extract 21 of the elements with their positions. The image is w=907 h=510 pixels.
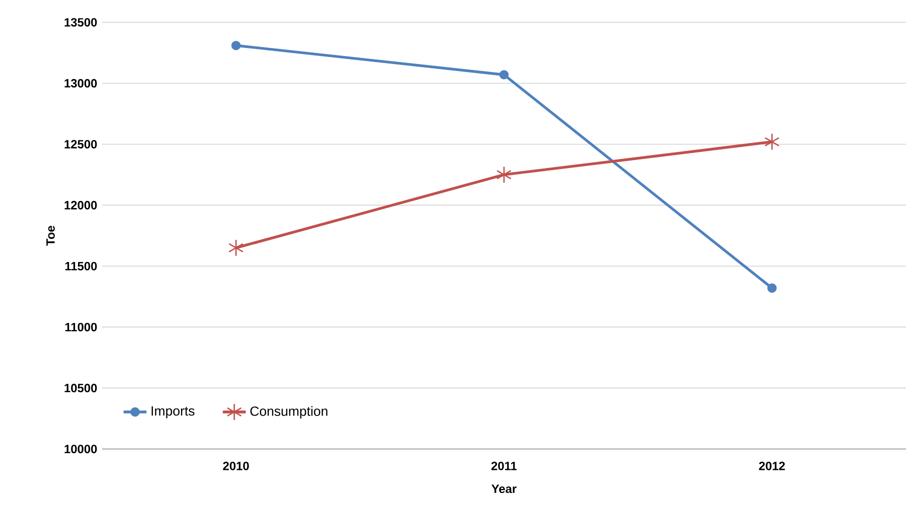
x-axis-title: Year [492, 484, 517, 494]
legend-label: Consumption [250, 406, 328, 419]
y-tick-label: 10000 [64, 444, 97, 454]
x-tick-label: 2010 [223, 462, 249, 470]
y-axis-title: Toe [46, 226, 55, 246]
legend-label: Imports [152, 406, 194, 418]
y-tick-label: 11000 [65, 322, 97, 332]
point [499, 70, 509, 80]
y-tick-label: 12000 [64, 200, 97, 210]
point [767, 283, 777, 293]
point [764, 133, 780, 150]
y-tick-label: 12500 [64, 140, 97, 148]
y-tick-label: 11500 [65, 262, 97, 270]
point [228, 239, 244, 257]
y-tick-label: 13000 [64, 79, 97, 88]
y-tick-label: 10500 [64, 384, 97, 392]
x-tick-label: 2011 [491, 462, 517, 470]
y-tick-label: 13500 [64, 18, 97, 27]
x-tick-label: 2012 [759, 462, 785, 470]
point [496, 166, 512, 184]
point [231, 40, 241, 50]
